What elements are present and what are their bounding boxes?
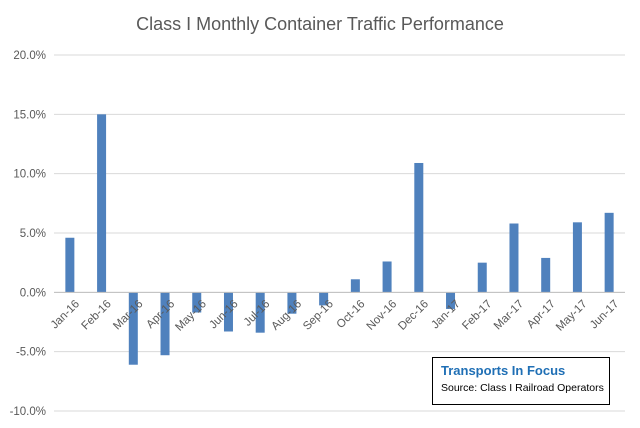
bar	[223, 292, 233, 332]
bar	[287, 292, 297, 314]
y-tick-label: -10.0%	[10, 406, 46, 418]
bar	[160, 292, 170, 356]
x-tick-label: Sep-16	[301, 298, 336, 333]
x-tick-label: May-17	[554, 298, 590, 334]
bar	[541, 257, 551, 293]
bar	[97, 114, 107, 293]
y-tick-label: 0.0%	[20, 287, 46, 299]
y-axis-tick-labels: 20.0% 15.0% 10.0% 5.0% 0.0% -5.0% -10.0%	[10, 50, 46, 418]
bar	[446, 292, 456, 309]
source-label: Source: Class I Railroad Operators	[441, 382, 604, 394]
y-tick-label: 15.0%	[13, 109, 46, 121]
y-tick-label: 10.0%	[13, 169, 46, 181]
bar	[255, 292, 265, 333]
bar	[477, 262, 487, 293]
x-tick-label: Feb-17	[460, 298, 494, 332]
x-tick-label: Jun-17	[588, 298, 621, 331]
brand-label: Transports In Focus	[441, 363, 566, 378]
bar	[350, 279, 360, 293]
bar	[509, 223, 519, 293]
x-tick-label: Dec-16	[396, 298, 431, 333]
y-tick-label: -5.0%	[16, 347, 46, 359]
bars	[65, 114, 614, 365]
x-tick-label: Jan-16	[49, 298, 82, 331]
source-annotation-box: Transports In Focus Source: Class I Rail…	[432, 357, 610, 405]
bar	[65, 237, 75, 293]
x-tick-label: Mar-17	[492, 298, 526, 332]
bar	[128, 292, 138, 365]
x-tick-label: May-16	[173, 298, 209, 334]
x-tick-label: Apr-17	[525, 298, 558, 331]
y-tick-label: 20.0%	[13, 50, 46, 62]
x-tick-label: Nov-16	[365, 298, 400, 333]
chart-title: Class I Monthly Container Traffic Perfor…	[136, 14, 504, 34]
bar	[192, 292, 202, 313]
x-tick-label: Feb-16	[80, 298, 114, 332]
bar	[414, 162, 424, 293]
y-tick-label: 5.0%	[20, 228, 46, 240]
x-tick-label: Oct-16	[335, 298, 368, 331]
bar	[604, 212, 614, 293]
x-tick-label: Mar-16	[111, 298, 145, 332]
bar	[572, 222, 582, 293]
x-tick-label: Aug-16	[269, 298, 304, 333]
bar	[319, 292, 329, 306]
bar	[382, 261, 392, 293]
